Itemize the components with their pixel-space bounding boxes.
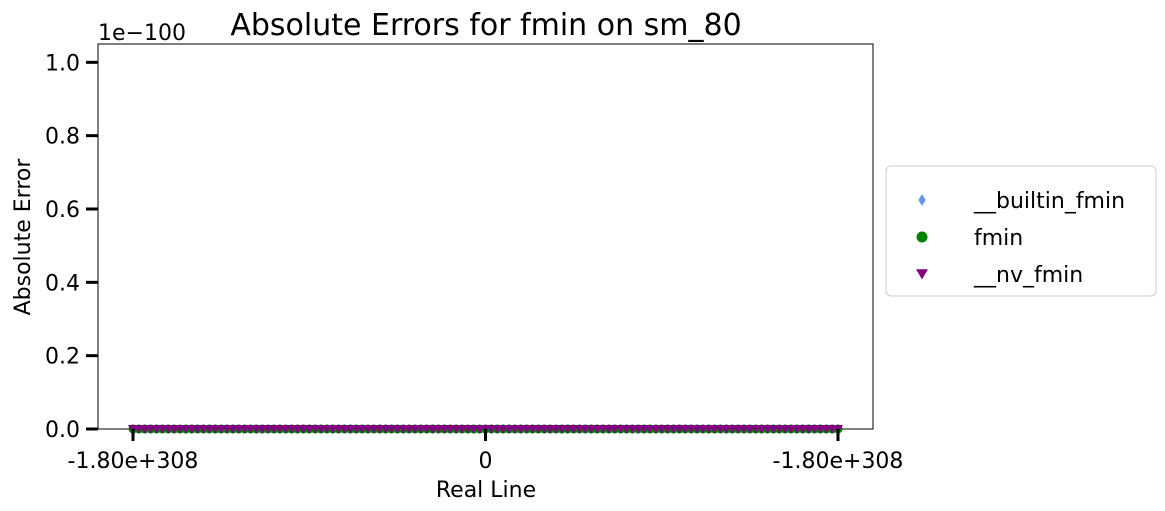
legend-marker <box>918 194 926 206</box>
legend-label: __builtin_fmin <box>973 189 1125 214</box>
y-axis: 0.0 0.2 0.4 0.6 0.8 1.0 <box>45 51 98 443</box>
plot-area <box>97 43 874 430</box>
legend-item: __nv_fmin <box>916 263 1083 288</box>
y-offset-label: 1e−100 <box>98 21 186 46</box>
legend-frame <box>885 165 1157 297</box>
x-tick-label: 0 <box>479 449 493 474</box>
y-tick-label: 0.0 <box>45 418 80 443</box>
x-axis-label: Real Line <box>436 478 536 503</box>
y-tick-label: 0.4 <box>45 271 80 296</box>
series-layer <box>128 424 843 434</box>
legend-label: __nv_fmin <box>973 263 1083 288</box>
series-nvfmin <box>128 425 843 434</box>
legend-marker <box>916 269 928 280</box>
y-tick-label: 1.0 <box>45 51 80 76</box>
legend-item: __builtin_fmin <box>918 189 1125 214</box>
x-tick-label: -1.80e+308 <box>68 449 199 474</box>
y-tick-label: 0.8 <box>45 125 80 150</box>
x-tick-label: -1.80e+308 <box>773 449 904 474</box>
legend-marker <box>916 231 928 243</box>
legend-label: fmin <box>974 226 1023 251</box>
y-axis-label: Absolute Error <box>11 158 36 316</box>
x-axis: -1.80e+308 0 -1.80e+308 <box>68 429 904 474</box>
chart-title: Absolute Errors for fmin on sm_80 <box>230 8 741 43</box>
y-tick-label: 0.6 <box>45 198 80 223</box>
legend-item: fmin <box>916 226 1023 251</box>
y-tick-label: 0.2 <box>45 345 80 370</box>
